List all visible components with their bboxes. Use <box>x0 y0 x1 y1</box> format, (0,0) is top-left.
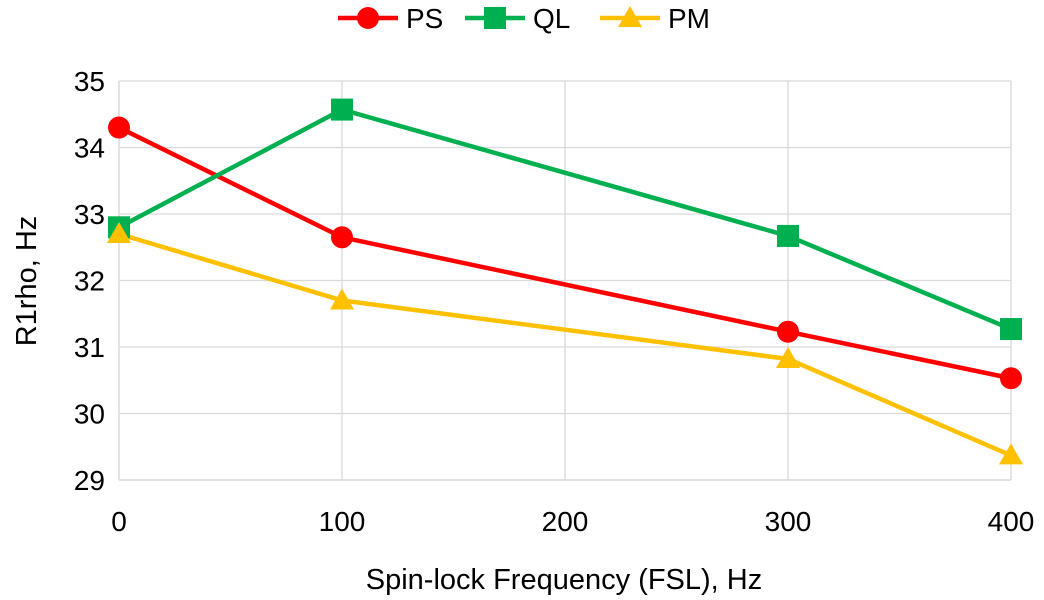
y-tick-label: 34 <box>74 133 105 164</box>
point-ps <box>777 320 799 343</box>
x-tick-label: 200 <box>542 506 589 537</box>
y-tick-label: 31 <box>74 332 105 363</box>
y-tick-label: 29 <box>74 465 105 496</box>
series-line-pm <box>118 231 1012 458</box>
x-tick-label: 100 <box>319 506 366 537</box>
gridlines <box>119 80 1012 480</box>
point-ql <box>1000 318 1022 341</box>
point-pm <box>776 346 800 368</box>
point-pm <box>999 443 1023 465</box>
point-ps <box>331 226 353 249</box>
x-tick-label: 300 <box>765 506 812 537</box>
series-line-ql <box>117 107 1012 332</box>
y-tick-label: 30 <box>74 399 105 430</box>
x-tick-label: 400 <box>988 506 1035 537</box>
x-axis-label: Spin-lock Frequency (FSL), Hz <box>366 564 762 596</box>
axes: 29 30 31 32 33 34 35 0 100 200 300 400 <box>74 66 1035 537</box>
legend-label-pm: PM <box>668 3 710 34</box>
point-ps <box>1000 367 1022 390</box>
point-pm <box>107 221 131 243</box>
point-ql <box>331 98 353 121</box>
legend-marker-ps <box>357 7 379 29</box>
series-line-ps <box>118 125 1012 381</box>
legend-marker-pm <box>618 6 642 27</box>
y-tick-label: 33 <box>74 199 105 230</box>
y-axis-label: R1rho, Hz <box>11 216 43 347</box>
series-layer <box>107 98 1023 465</box>
legend-label-ql: QL <box>533 3 570 34</box>
point-ps <box>108 116 130 139</box>
legend-marker-ql <box>484 7 506 29</box>
legend: PS QL PM <box>338 3 710 34</box>
point-pm <box>330 288 354 310</box>
y-tick-label: 35 <box>74 66 105 97</box>
y-tick-label: 32 <box>74 266 105 297</box>
point-ql <box>777 224 799 247</box>
x-tick-label: 0 <box>111 506 127 537</box>
legend-label-ps: PS <box>406 3 443 34</box>
